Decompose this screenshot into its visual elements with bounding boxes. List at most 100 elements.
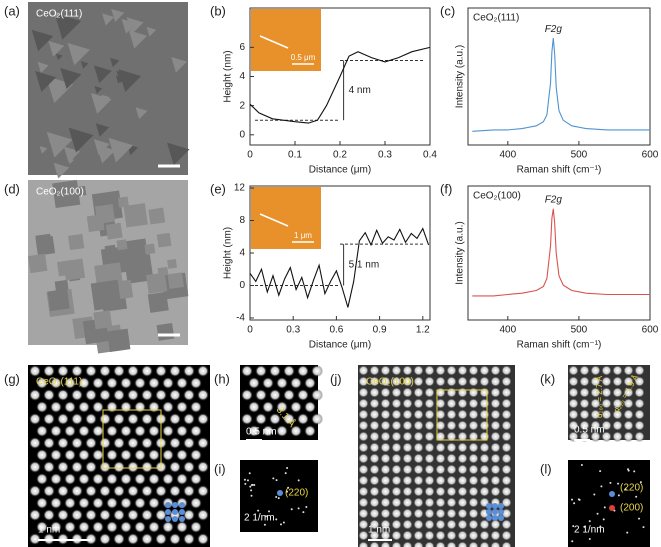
- atom: [148, 425, 160, 437]
- atom: [413, 398, 424, 409]
- atom: [36, 377, 48, 389]
- atom: [623, 398, 634, 409]
- atom: [601, 420, 612, 431]
- atom: [71, 509, 83, 521]
- atom: [290, 425, 302, 437]
- atom: [457, 475, 468, 486]
- atom: [162, 521, 174, 533]
- atom: [155, 509, 167, 521]
- x-tick-label: 0.3: [378, 150, 392, 161]
- atom: [269, 413, 281, 425]
- atom: [106, 425, 118, 437]
- fft-spot: [263, 523, 266, 526]
- atom: [369, 387, 380, 398]
- atom: [64, 377, 76, 389]
- atom: [424, 530, 435, 541]
- atom: [358, 486, 369, 497]
- atom: [413, 431, 424, 442]
- flake: [35, 70, 57, 92]
- atom: [43, 509, 55, 521]
- flake: [111, 8, 125, 22]
- atom: [304, 377, 316, 389]
- y-tick-label: -4: [236, 313, 245, 324]
- atom: [197, 509, 209, 521]
- x-tick-label: 0.6: [329, 325, 343, 336]
- model-atom: [172, 502, 178, 508]
- atom: [579, 420, 590, 431]
- atom: [141, 461, 153, 473]
- x-tick-label: 0: [247, 150, 253, 161]
- atom: [413, 453, 424, 464]
- atom: [36, 473, 48, 485]
- scale-label: 2 1/nm: [244, 513, 275, 524]
- fft-spot: [596, 512, 599, 515]
- atom: [276, 401, 288, 413]
- scan-line: [259, 213, 289, 227]
- atom: [490, 420, 501, 431]
- atom: [413, 387, 424, 398]
- model-atom: [492, 509, 498, 515]
- flake: [55, 53, 63, 61]
- atom: [435, 431, 446, 442]
- atom: [391, 486, 402, 497]
- atom: [169, 413, 181, 425]
- atom: [85, 461, 97, 473]
- atom: [380, 431, 391, 442]
- panel-label: (l): [540, 461, 552, 476]
- sample-label: CeO₂(111): [36, 377, 82, 388]
- atom: [446, 376, 457, 387]
- atom: [50, 497, 62, 509]
- x-tick-label: 0.9: [373, 325, 387, 336]
- atom: [479, 464, 490, 475]
- atom: [391, 409, 402, 420]
- y-tick-label: 4: [239, 71, 245, 82]
- atom: [43, 485, 55, 497]
- flake: [95, 123, 110, 137]
- atom: [127, 365, 139, 377]
- flake: [147, 291, 169, 313]
- atom: [623, 376, 634, 387]
- fft-spot: [287, 486, 290, 489]
- fft-spot: [580, 464, 583, 467]
- spot-label: (220): [285, 488, 308, 499]
- atom: [127, 485, 139, 497]
- atom: [468, 387, 479, 398]
- flake: [123, 203, 148, 228]
- fft-spot: [603, 506, 606, 509]
- atom: [468, 365, 479, 376]
- fft-spot: [600, 485, 603, 488]
- x-tick-label: 500: [571, 325, 588, 336]
- flake: [35, 233, 53, 251]
- atom: [413, 475, 424, 486]
- flake: [95, 204, 116, 224]
- atom: [402, 530, 413, 541]
- atom: [579, 376, 590, 387]
- fft-spot: [268, 510, 271, 513]
- panel-label: (k): [540, 371, 555, 386]
- atom: [29, 365, 41, 377]
- flake: [39, 145, 48, 154]
- atom: [424, 475, 435, 486]
- scale-label: 0.5 nm: [246, 427, 277, 438]
- atom: [183, 461, 195, 473]
- atom: [99, 413, 111, 425]
- atom: [490, 464, 501, 475]
- atom: [446, 365, 457, 376]
- atom: [424, 442, 435, 453]
- atom: [446, 519, 457, 530]
- atom: [176, 521, 188, 533]
- atom: [634, 409, 645, 420]
- fft-spot: [264, 515, 267, 518]
- atom: [297, 389, 309, 401]
- atom: [311, 413, 323, 425]
- atom: [402, 453, 413, 464]
- atom: [380, 442, 391, 453]
- atom: [269, 389, 281, 401]
- atom: [50, 377, 62, 389]
- atom: [391, 365, 402, 376]
- atom: [134, 497, 146, 509]
- atom: [380, 475, 391, 486]
- atom: [391, 442, 402, 453]
- atom: [413, 409, 424, 420]
- atom: [106, 449, 118, 461]
